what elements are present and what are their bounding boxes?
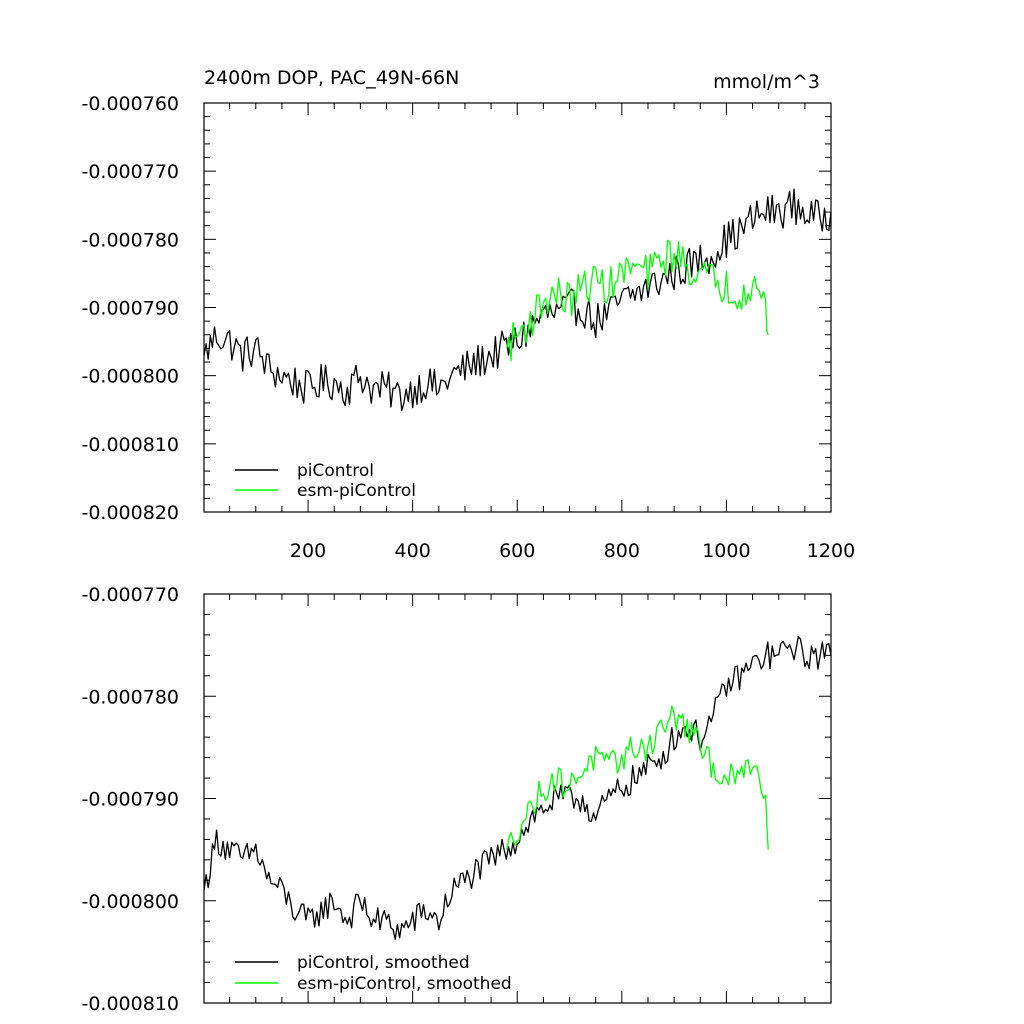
top-legend: piControl esm-piControl [235,461,416,501]
top-series-lines [203,188,832,412]
series-line-picontrol [203,188,832,412]
series-line-esm-picontrol-smoothed [506,705,769,850]
top-plot-frame [203,102,832,513]
units-label: mmol/m^3 [713,71,820,93]
top-y-tick-labels: -0.000760 -0.000770 -0.000780 -0.000790 -0.0… [81,93,179,524]
x-tick-label: 1200 [807,540,855,562]
series-line-picontrol-smoothed [203,635,832,940]
bottom-panel: -0.000770 -0.000780 -0.000790 -0.000800 -0.0… [81,584,832,1015]
legend-label-esm-picontrol: esm-piControl [297,481,416,501]
x-tick-label: 600 [499,540,535,562]
x-tick-label: 800 [604,540,640,562]
y-tick-label: -0.000820 [81,502,179,524]
top-x-tick-labels: 200 400 600 800 1000 1200 [290,540,855,562]
bottom-legend: piControl, smoothed esm-piControl, smoot… [235,953,512,994]
y-tick-label: -0.000770 [81,584,179,606]
y-tick-label: -0.000800 [81,891,179,913]
y-tick-label: -0.000790 [81,298,179,320]
x-tick-label: 1000 [702,540,750,562]
y-tick-label: -0.000770 [81,161,179,183]
bottom-plot-frame [203,593,832,1004]
y-tick-label: -0.000790 [81,789,179,811]
y-tick-label: -0.000810 [81,993,179,1015]
legend-label-picontrol-smoothed: piControl, smoothed [297,953,470,973]
x-tick-label: 400 [395,540,431,562]
y-tick-label: -0.000780 [81,686,179,708]
y-tick-label: -0.000800 [81,366,179,388]
bottom-ticks [204,593,832,1004]
x-tick-label: 200 [290,540,326,562]
top-panel: 2400m DOP, PAC_49N-66N mmol/m^3 -0.00076… [81,67,855,562]
bottom-y-tick-labels: -0.000770 -0.000780 -0.000790 -0.000800 -0.0… [81,584,179,1015]
y-tick-label: -0.000780 [81,229,179,251]
legend-label-esm-picontrol-smoothed: esm-piControl, smoothed [297,974,512,994]
series-line-esm-picontrol [506,239,769,362]
y-tick-label: -0.000760 [81,93,179,115]
chart-title: 2400m DOP, PAC_49N-66N [204,67,459,89]
legend-label-picontrol: piControl [297,461,374,481]
y-tick-label: -0.000810 [81,434,179,456]
bottom-series-lines [203,635,832,940]
